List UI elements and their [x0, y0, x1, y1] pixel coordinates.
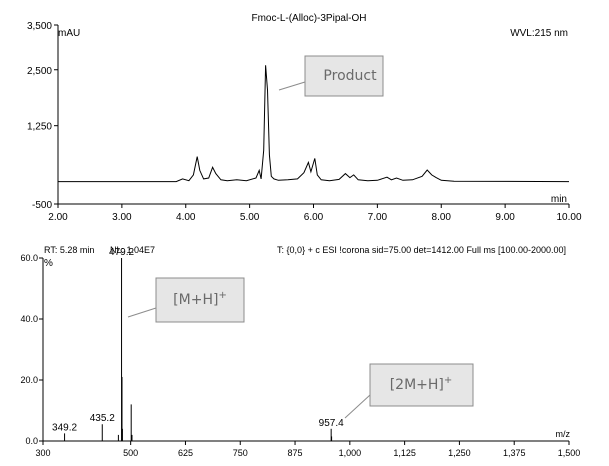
2mh-callout: [2M+H]+: [344, 363, 474, 419]
chromatogram-y-tick-label: 1,250: [27, 122, 52, 133]
ms-ticks: 300 500 625 750 875 1,000 1,125 1,250 1,375 1,500…: [20, 253, 580, 458]
2mh-callout-label: [2M+H]+: [390, 375, 453, 393]
ms-x-tick-label: 750: [233, 448, 248, 458]
ms-x-tick-label: 1,500: [558, 448, 581, 458]
ms-x-unit: m/z: [556, 429, 571, 439]
chromatogram-y-tick-label: 2,500: [27, 66, 52, 77]
ms-peak-label: 349.2: [52, 422, 77, 433]
chromatogram-x-tick-label: 10.00: [556, 212, 581, 223]
ms-x-tick-label: 1,375: [503, 448, 526, 458]
chromatogram-x-tick-label: 3.00: [112, 212, 132, 223]
ms-header-nl: NL: 1.04E7: [110, 245, 155, 255]
ms-x-tick-label: 1,125: [393, 448, 416, 458]
chromatogram: Fmoc-L-(Alloc)-3Pipal-OH mAU WVL:215 nm …: [27, 13, 582, 223]
ms-y-unit: %: [44, 258, 53, 269]
product-callout-box: [304, 55, 384, 97]
chromatogram-y-tick-label: 3,500: [27, 21, 52, 32]
2mh-callout-box: [369, 363, 474, 407]
product-callout: Product: [278, 55, 384, 97]
ms-y-tick-label: 40.0: [20, 314, 38, 324]
chromatogram-x-tick-label: 9.00: [495, 212, 515, 223]
chromatogram-y-unit: mAU: [58, 28, 80, 39]
ms-x-tick-label: 875: [288, 448, 303, 458]
ms-peak-label: 479.2: [109, 247, 134, 258]
chromatogram-x-unit: min: [551, 194, 567, 205]
chromatogram-wavelength: WVL:215 nm: [510, 28, 568, 39]
chromatogram-x-tick-label: 2.00: [48, 212, 68, 223]
ms-header-scan: T: {0,0} + c ESI !corona sid=75.00 det=1…: [277, 245, 566, 255]
chromatogram-title: Fmoc-L-(Alloc)-3Pipal-OH: [251, 13, 366, 24]
chromatogram-axes: [57, 25, 569, 205]
chromatogram-trace: [58, 65, 570, 183]
ms-x-tick-label: 1,000: [339, 448, 362, 458]
ms-peak-label: 957.4: [319, 418, 344, 429]
ms-y-tick-label: 60.0: [20, 253, 38, 263]
mass-spectrum: RT: 5.28 min NL: 1.04E7 T: {0,0} + c ESI…: [20, 245, 580, 458]
ms-peaks: 349.2 435.2 479.2 957.4: [52, 247, 344, 441]
product-callout-label: Product: [323, 68, 377, 84]
ms-x-tick-label: 500: [123, 448, 138, 458]
chromatogram-ticks: 2.00 3.00 4.00 5.00 6.00 7.00 8.00 9.00 10.00 3,5…: [27, 21, 582, 223]
ms-y-tick-label: 0.0: [25, 436, 38, 446]
product-callout-pointer: [278, 81, 306, 91]
ms-x-tick-label: 300: [35, 448, 50, 458]
chromatogram-x-tick-label: 8.00: [432, 212, 452, 223]
ms-y-tick-label: 20.0: [20, 375, 38, 385]
mh-callout-box: [155, 277, 245, 323]
chromatogram-x-tick-label: 5.00: [240, 212, 260, 223]
ms-peak-label: 435.2: [90, 413, 115, 424]
ms-header-rt: RT: 5.28 min: [44, 245, 94, 255]
2mh-callout-pointer: [344, 394, 371, 419]
ms-x-tick-label: 625: [178, 448, 193, 458]
chromatogram-y-tick-label: -500: [32, 200, 52, 211]
ms-x-tick-label: 1,250: [448, 448, 471, 458]
mh-callout: [M+H]+: [127, 277, 245, 323]
mh-callout-pointer: [127, 307, 157, 318]
chromatogram-x-tick-label: 7.00: [368, 212, 388, 223]
mh-callout-label: [M+H]+: [173, 290, 227, 308]
chromatogram-x-tick-label: 4.00: [176, 212, 196, 223]
chromatogram-x-tick-label: 6.00: [304, 212, 324, 223]
